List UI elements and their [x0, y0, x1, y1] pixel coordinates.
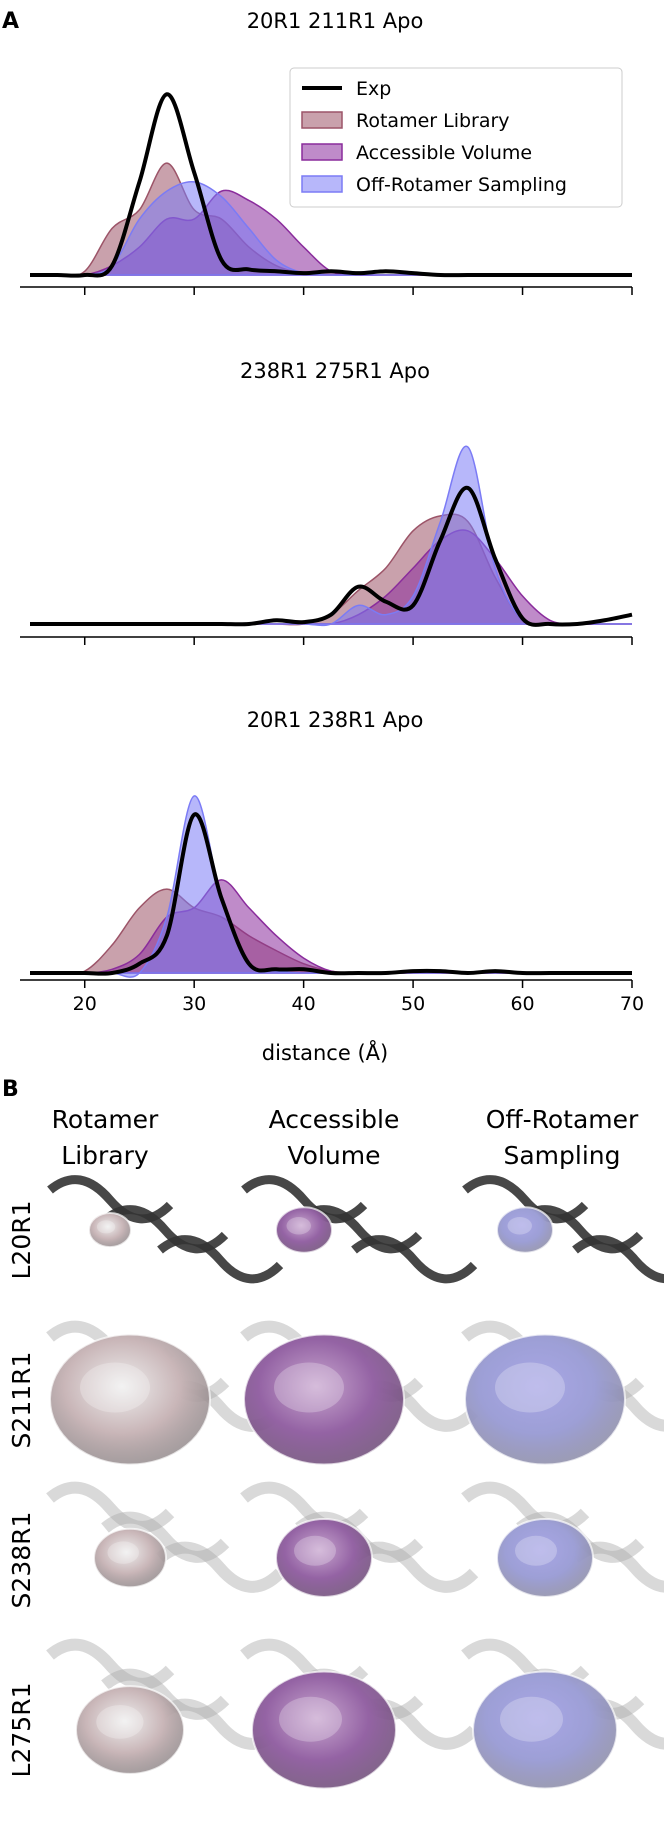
density-charts: 20R1 211R1 Apo Exp Rotamer Library Accessib… [20, 9, 644, 1065]
helix [156, 1541, 285, 1593]
surface-blob [275, 1518, 373, 1598]
legend-swatch [301, 111, 343, 129]
column-header: Sampling [503, 1141, 620, 1170]
chart-title: 20R1 238R1 Apo [247, 708, 424, 732]
structure-image [461, 1481, 664, 1598]
surface-blob [251, 1670, 397, 1790]
surface-blob [275, 1206, 333, 1254]
surface-highlight [96, 1705, 144, 1739]
surface-highlight [80, 1362, 150, 1413]
legend-swatch [301, 175, 343, 193]
surface-highlight [500, 1696, 563, 1742]
surface-blob [472, 1670, 618, 1790]
legend-box [289, 67, 623, 208]
column-header: Off-Rotamer [486, 1105, 639, 1134]
helix [46, 1638, 175, 1690]
surface-highlight [286, 1217, 311, 1235]
x-tick-label: 20 [73, 993, 97, 1015]
surface-highlight [507, 1217, 532, 1235]
helix [46, 1481, 175, 1533]
density-area [29, 513, 632, 626]
legend: Exp Rotamer Library Accessible Volume Off-R… [289, 67, 623, 208]
structure-image [240, 1638, 479, 1790]
surface-highlight [96, 1220, 116, 1234]
density-line [29, 485, 633, 627]
surface-blob [243, 1333, 405, 1466]
helix [572, 1235, 664, 1283]
surface-highlight [107, 1541, 139, 1564]
surface-blob [88, 1211, 132, 1249]
surface-highlight [294, 1535, 336, 1566]
structure-image [241, 1175, 478, 1284]
panel-label: A [2, 9, 19, 34]
structure-panel: B Rotamer Library Accessible Volume Off-… [2, 1077, 664, 1790]
helix [571, 1541, 664, 1593]
helix [101, 1511, 230, 1563]
row-label: L275R1 [7, 1683, 36, 1778]
structure-image [46, 1320, 285, 1466]
density-chart: 20R1 211R1 Apo Exp Rotamer Library Accessib… [20, 9, 633, 295]
chart-title: 238R1 275R1 Apo [240, 359, 430, 383]
legend-label: Rotamer Library [356, 110, 510, 132]
legend-swatch [301, 143, 343, 161]
structure-image [461, 1638, 664, 1790]
panel-label: B [2, 1077, 19, 1102]
x-tick-label: 70 [620, 993, 644, 1015]
structure-image [46, 1481, 285, 1593]
x-tick-label: 30 [182, 993, 206, 1015]
density-chart: 238R1 275R1 Apo [20, 359, 633, 645]
density-area [29, 445, 632, 627]
row-label: S211R1 [7, 1352, 36, 1449]
x-tick-label: 50 [401, 993, 425, 1015]
legend-label: Exp [356, 78, 391, 100]
structure-image [461, 1320, 664, 1466]
structure-image [47, 1175, 284, 1284]
structure-image [240, 1481, 479, 1598]
x-tick-label: 60 [510, 993, 534, 1015]
surface-blob [464, 1333, 626, 1466]
helix [101, 1668, 230, 1720]
legend-label: Accessible Volume [356, 142, 532, 164]
helix [351, 1235, 478, 1284]
structure-image [46, 1638, 285, 1775]
surface-blob [93, 1527, 167, 1589]
x-tick-label: 40 [292, 993, 316, 1015]
chart-title: 20R1 211R1 Apo [247, 9, 424, 33]
surface-highlight [279, 1696, 342, 1742]
surface-blob [496, 1206, 554, 1254]
density-area [29, 529, 632, 626]
density-chart: 20R1 238R1 Apo 20 30 40 50 60 70 distance (Å) [20, 708, 644, 1065]
surface-blob [496, 1518, 594, 1598]
surface-highlight [515, 1535, 557, 1566]
density-line [29, 92, 632, 278]
row-label: L20R1 [7, 1200, 36, 1279]
structure-images [46, 1175, 664, 1790]
density-area [29, 888, 632, 975]
x-axis-label: distance (Å) [262, 1039, 388, 1065]
surface-highlight [274, 1362, 344, 1413]
column-header: Rotamer [52, 1105, 159, 1134]
helix [157, 1235, 284, 1284]
helix [350, 1541, 479, 1593]
density-line [30, 812, 632, 976]
column-header: Volume [288, 1141, 381, 1170]
column-header: Accessible [269, 1105, 400, 1134]
surface-blob [49, 1333, 211, 1466]
legend-label: Off-Rotamer Sampling [356, 174, 567, 196]
structure-image [240, 1320, 479, 1466]
surface-highlight [495, 1362, 565, 1413]
structure-image [462, 1175, 664, 1283]
surface-blob [75, 1685, 185, 1775]
column-header: Library [61, 1141, 149, 1170]
row-label: S238R1 [7, 1512, 36, 1609]
